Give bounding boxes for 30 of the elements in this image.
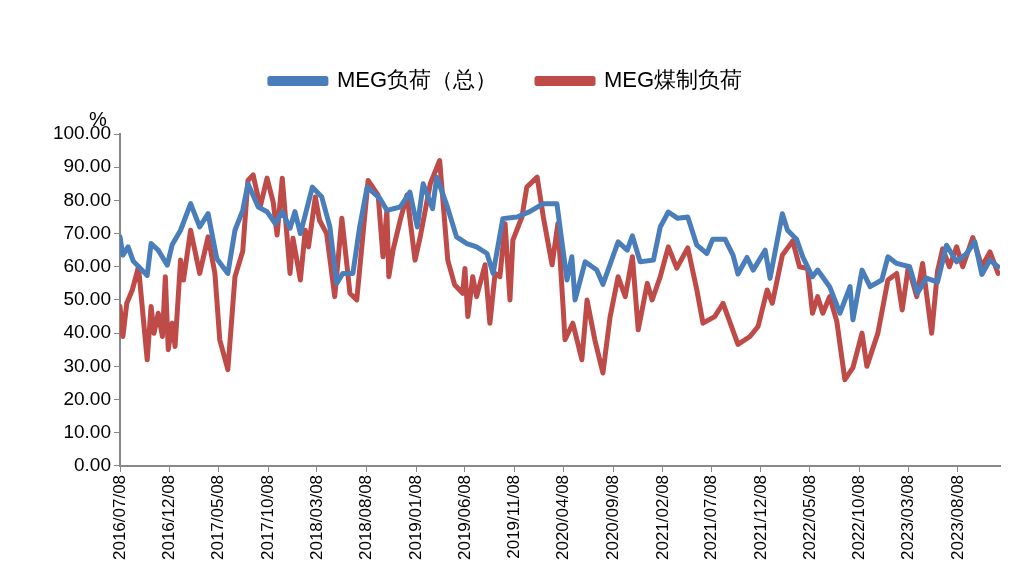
x-tick-label: 2023/08/08 xyxy=(947,474,967,561)
x-tick-label: 2023/03/08 xyxy=(898,474,918,561)
x-tick-label: 2020/09/08 xyxy=(602,474,622,561)
legend-label: MEG煤制负荷 xyxy=(604,67,743,93)
y-tick-label: 40.00 xyxy=(63,321,111,343)
y-tick-label: 60.00 xyxy=(63,255,111,276)
x-tick-label: 2019/11/08 xyxy=(504,474,524,559)
x-tick-label: 2019/01/08 xyxy=(405,474,425,561)
x-tick-label: 2016/12/08 xyxy=(159,474,179,561)
x-tick-label: 2022/10/08 xyxy=(849,474,869,561)
y-tick-label: 50.00 xyxy=(63,288,111,310)
x-tick-label: 2021/02/08 xyxy=(652,474,672,561)
x-tick-label: 2022/05/08 xyxy=(799,474,819,561)
x-tick-label: 2018/08/08 xyxy=(356,474,376,561)
y-tick-label: 80.00 xyxy=(63,188,111,210)
y-tick-label: 70.00 xyxy=(63,221,111,243)
y-tick-label: 30.00 xyxy=(63,354,111,376)
x-tick-label: 2020/04/08 xyxy=(553,474,573,561)
legend-label: MEG负荷（总） xyxy=(336,67,498,93)
x-tick-label: 2018/03/08 xyxy=(306,474,326,561)
y-tick-label: 10.00 xyxy=(63,420,111,442)
x-tick-label: 2021/12/08 xyxy=(750,474,770,561)
y-tick-label: 20.00 xyxy=(63,387,111,409)
x-tick-label: 2019/06/08 xyxy=(454,474,474,561)
y-tick-label: 90.00 xyxy=(63,155,111,177)
x-tick-label: 2017/05/08 xyxy=(208,474,228,561)
x-tick-label: 2021/07/08 xyxy=(701,474,721,561)
x-tick-label: 2016/07/08 xyxy=(109,474,129,561)
x-tick-label: 2017/10/08 xyxy=(257,474,277,561)
y-tick-label: 0.00 xyxy=(74,454,111,476)
